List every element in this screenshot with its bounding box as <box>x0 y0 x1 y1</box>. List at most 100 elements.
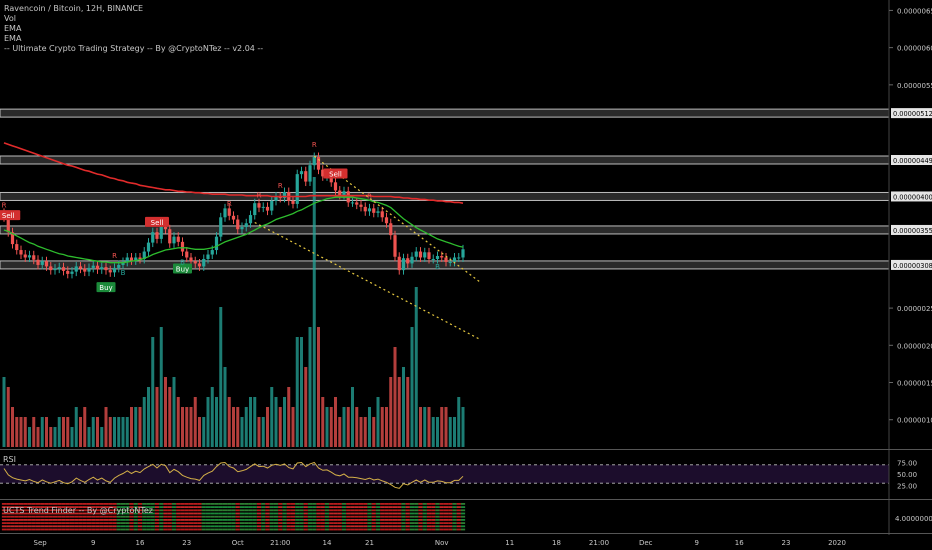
signal-buy[interactable]: Buy <box>96 282 116 293</box>
candle[interactable] <box>299 171 304 175</box>
rsi-pane[interactable]: 75.00 50.00 25.00 <box>0 460 917 491</box>
candle[interactable] <box>95 265 100 270</box>
signal-resist[interactable]: R <box>367 192 372 200</box>
candle[interactable] <box>342 191 346 195</box>
candle[interactable] <box>304 171 308 182</box>
candle[interactable] <box>27 255 32 258</box>
candle[interactable] <box>223 208 227 218</box>
candle[interactable] <box>142 251 146 259</box>
candle[interactable] <box>423 252 427 258</box>
legend-volume[interactable]: Vol <box>4 14 16 23</box>
candle[interactable] <box>372 208 376 213</box>
candle[interactable] <box>333 182 338 191</box>
legend-strategy[interactable]: -- Ultimate Crypto Trading Strategy -- B… <box>4 44 264 53</box>
candle[interactable] <box>146 242 151 252</box>
candle[interactable] <box>134 257 138 261</box>
candle[interactable] <box>435 256 440 259</box>
candle[interactable] <box>108 270 112 273</box>
candle[interactable] <box>316 157 321 170</box>
candle[interactable] <box>32 255 36 260</box>
candle[interactable] <box>461 249 465 258</box>
candle[interactable] <box>36 259 40 265</box>
candle[interactable] <box>376 211 380 213</box>
candle[interactable] <box>240 226 244 230</box>
candle[interactable] <box>367 208 372 212</box>
signal-resist[interactable]: R <box>257 192 262 200</box>
candle[interactable] <box>87 267 91 272</box>
candle[interactable] <box>83 268 87 272</box>
candle[interactable] <box>291 200 295 204</box>
candle[interactable] <box>168 229 172 244</box>
candle[interactable] <box>155 232 159 239</box>
candle[interactable] <box>57 267 61 269</box>
candle[interactable] <box>66 270 70 274</box>
candle[interactable] <box>121 261 125 265</box>
candle[interactable] <box>355 202 359 205</box>
candle[interactable] <box>6 217 10 233</box>
candle[interactable] <box>49 266 53 271</box>
candle[interactable] <box>151 232 155 243</box>
candle[interactable] <box>380 211 384 218</box>
candle[interactable] <box>214 236 219 251</box>
trendline-dashed[interactable] <box>254 221 481 340</box>
candle[interactable] <box>219 217 223 237</box>
candle[interactable] <box>410 256 414 264</box>
signal-sell[interactable]: Sell <box>145 216 169 227</box>
candle[interactable] <box>40 261 44 265</box>
candle[interactable] <box>104 267 108 271</box>
candle[interactable] <box>91 265 95 268</box>
candle[interactable] <box>210 250 214 255</box>
candle[interactable] <box>363 206 367 212</box>
candle[interactable] <box>189 257 193 262</box>
candle[interactable] <box>19 250 23 255</box>
signal-buyb[interactable]: B <box>435 263 440 271</box>
candle[interactable] <box>74 266 78 272</box>
candle[interactable] <box>10 232 15 245</box>
candle[interactable] <box>100 267 104 270</box>
candle[interactable] <box>172 236 176 244</box>
candle[interactable] <box>389 223 393 236</box>
candle[interactable] <box>257 203 261 208</box>
candle[interactable] <box>253 203 257 216</box>
candle[interactable] <box>448 261 452 263</box>
candle[interactable] <box>15 244 19 251</box>
candle[interactable] <box>321 169 325 177</box>
candle[interactable] <box>193 261 197 264</box>
candle[interactable] <box>261 206 265 208</box>
candle[interactable] <box>418 251 423 258</box>
candle[interactable] <box>282 192 287 198</box>
candle[interactable] <box>265 206 270 211</box>
candle[interactable] <box>440 256 444 258</box>
candle[interactable] <box>308 165 312 182</box>
trend-pane-label[interactable]: UCTS Trend Finder -- By @CryptoNTez <box>3 506 153 515</box>
candle[interactable] <box>248 215 253 224</box>
candle[interactable] <box>444 257 448 262</box>
candle[interactable] <box>129 257 134 261</box>
signal-resist[interactable]: R <box>278 182 283 190</box>
candle[interactable] <box>159 226 163 239</box>
candle[interactable] <box>457 257 461 259</box>
candle[interactable] <box>359 204 363 207</box>
candle[interactable] <box>112 267 117 273</box>
candle[interactable] <box>163 226 168 230</box>
candle[interactable] <box>206 254 210 259</box>
rsi-pane-label[interactable]: RSI <box>3 455 16 464</box>
candle[interactable] <box>406 258 410 264</box>
candle[interactable] <box>401 258 406 271</box>
signal-resist[interactable]: R <box>2 201 7 209</box>
candle[interactable] <box>197 263 202 267</box>
candle[interactable] <box>125 257 129 262</box>
candle[interactable] <box>350 202 355 204</box>
candle[interactable] <box>329 174 333 183</box>
candle[interactable] <box>231 215 236 220</box>
candle[interactable] <box>414 251 418 257</box>
candle[interactable] <box>185 251 189 258</box>
candle[interactable] <box>384 217 389 224</box>
legend-ema-2[interactable]: EMA <box>4 34 22 43</box>
signal-resist[interactable]: R <box>312 141 317 149</box>
candle[interactable] <box>78 266 83 269</box>
candle[interactable] <box>138 257 142 259</box>
